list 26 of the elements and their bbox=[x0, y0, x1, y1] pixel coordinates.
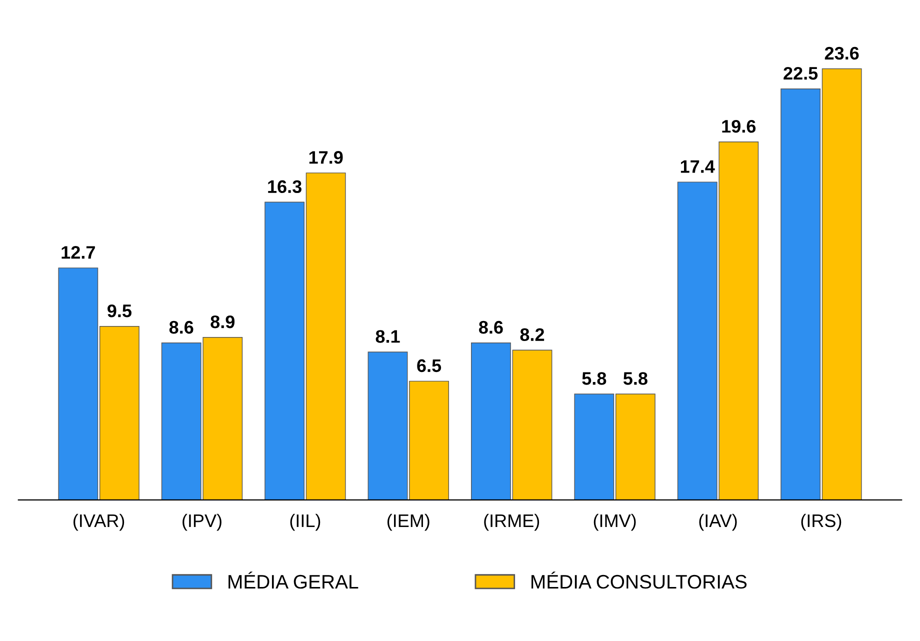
data-label: 8.2 bbox=[520, 328, 544, 342]
x-tick-label: (IVAR) bbox=[73, 514, 124, 531]
x-tick-label: (IMV) bbox=[594, 514, 636, 531]
x-tick-label: (IEM) bbox=[387, 514, 430, 531]
x-tick-label: (IIL) bbox=[290, 514, 320, 531]
data-label: 8.6 bbox=[478, 320, 503, 334]
x-tick-label: (IRME) bbox=[484, 514, 540, 531]
data-label: 17.9 bbox=[309, 151, 343, 164]
data-label: 8.9 bbox=[210, 315, 235, 328]
data-label: 17.4 bbox=[680, 160, 715, 173]
data-label: 8.6 bbox=[169, 320, 194, 334]
x-tick-label: (IPV) bbox=[182, 514, 222, 531]
data-label: 12.7 bbox=[62, 246, 95, 259]
data-label: 5.8 bbox=[623, 372, 648, 385]
data-label: 22.5 bbox=[784, 66, 818, 80]
legend-label: MÉDIA CONSULTORIAS bbox=[532, 572, 747, 589]
x-tick-label: (IAV) bbox=[699, 514, 737, 531]
data-label: 6.5 bbox=[417, 359, 442, 372]
legend-label: MÉDIA GERAL bbox=[228, 572, 358, 589]
x-tick-label: (IRS) bbox=[801, 514, 842, 531]
data-label: 9.5 bbox=[108, 304, 132, 318]
data-label: 19.6 bbox=[722, 120, 756, 133]
data-label: 5.8 bbox=[582, 372, 606, 385]
data-label: 8.1 bbox=[376, 330, 400, 343]
data-label: 16.3 bbox=[268, 180, 302, 194]
data-label: 23.6 bbox=[824, 46, 859, 60]
